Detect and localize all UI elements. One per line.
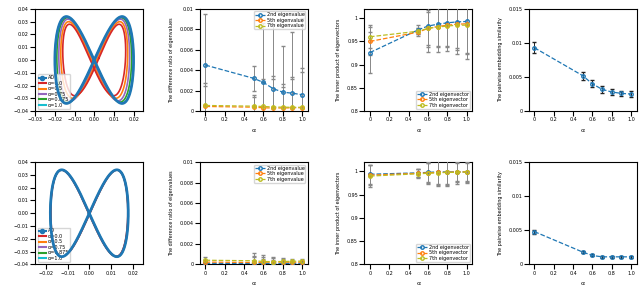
Y-axis label: The inner product of eigenvectors: The inner product of eigenvectors xyxy=(337,18,342,102)
X-axis label: α: α xyxy=(252,128,256,133)
X-axis label: α: α xyxy=(416,128,420,133)
Y-axis label: The pairwise embedding similarity: The pairwise embedding similarity xyxy=(498,171,503,256)
X-axis label: α: α xyxy=(580,128,585,133)
Legend: AD, α=0.0, α=0.5, α=0.75, α=0.875, α=1.0: AD, α=0.0, α=0.5, α=0.75, α=0.875, α=1.0 xyxy=(38,74,70,109)
Legend: 2nd eigenvector, 5th eigenvector, 7th eigenvector: 2nd eigenvector, 5th eigenvector, 7th ei… xyxy=(416,91,470,109)
X-axis label: α: α xyxy=(416,281,420,286)
Y-axis label: The difference ratio of eigenvalues: The difference ratio of eigenvalues xyxy=(169,17,174,103)
Legend: 2nd eigenvalue, 5th eigenvalue, 7th eigenvalue: 2nd eigenvalue, 5th eigenvalue, 7th eige… xyxy=(254,165,305,183)
X-axis label: α: α xyxy=(252,281,256,286)
Legend: AD, α=0.0, α=0.5, α=0.75, α=0.875, α=1.0: AD, α=0.0, α=0.5, α=0.75, α=0.875, α=1.0 xyxy=(38,228,70,262)
Legend: 2nd eigenvector, 5th eigenvector, 7th eigenvector: 2nd eigenvector, 5th eigenvector, 7th ei… xyxy=(416,244,470,262)
Y-axis label: The pairwise embedding similarity: The pairwise embedding similarity xyxy=(498,18,503,102)
X-axis label: α: α xyxy=(580,281,585,286)
Y-axis label: The inner product of eigenvectors: The inner product of eigenvectors xyxy=(337,172,342,255)
Y-axis label: The difference ratio of eigenvalues: The difference ratio of eigenvalues xyxy=(169,170,174,256)
Legend: 2nd eigenvalue, 5th eigenvalue, 7th eigenvalue: 2nd eigenvalue, 5th eigenvalue, 7th eige… xyxy=(254,11,305,29)
